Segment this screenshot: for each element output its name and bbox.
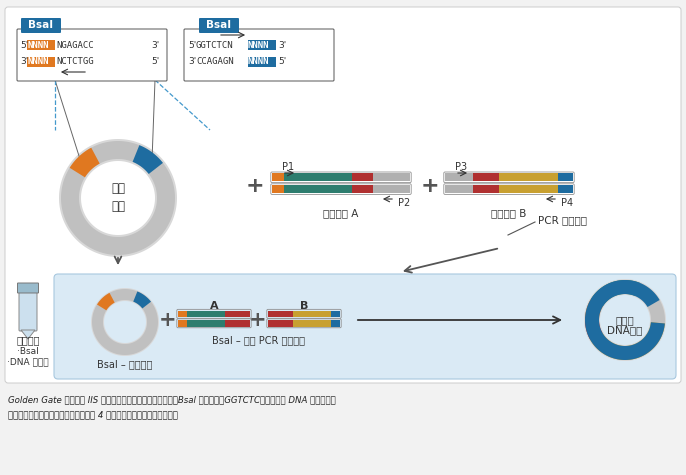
Bar [445,173,473,181]
FancyBboxPatch shape [5,7,681,383]
Text: ·Bsal: ·Bsal [17,347,39,356]
Bar [178,311,187,317]
Text: CCAGAGN: CCAGAGN [196,57,234,67]
FancyBboxPatch shape [184,29,334,81]
Text: A: A [210,301,218,311]
Polygon shape [21,330,35,339]
Bar [473,185,499,193]
Text: B: B [300,301,308,311]
FancyBboxPatch shape [21,18,61,33]
Bar [268,320,293,326]
Bar [248,57,276,67]
Polygon shape [585,280,665,360]
Text: P2: P2 [398,198,410,208]
Text: BsaI: BsaI [206,20,232,30]
Text: BsaI: BsaI [28,20,54,30]
Text: GGTCTCN: GGTCTCN [196,40,234,49]
Text: 3': 3' [152,40,160,49]
Bar [558,173,573,181]
Text: 5': 5' [152,57,160,67]
Text: ·DNA 连接酶: ·DNA 连接酶 [7,357,49,366]
Bar [499,185,558,193]
FancyBboxPatch shape [17,29,167,81]
Bar [272,173,285,181]
Polygon shape [585,299,603,318]
Text: NNNN: NNNN [27,57,49,67]
Text: 3': 3' [278,40,286,49]
Bar [331,320,340,326]
Polygon shape [132,145,163,174]
Bar [352,185,372,193]
Bar [372,185,410,193]
Text: 目标
载体: 目标 载体 [111,182,125,213]
Text: DNA产物: DNA产物 [607,325,643,335]
Text: NCTCTGG: NCTCTGG [56,57,93,67]
Polygon shape [92,289,158,355]
Polygon shape [97,293,115,310]
FancyBboxPatch shape [18,283,38,293]
Bar [473,173,499,181]
Text: P3: P3 [455,162,467,172]
Bar [293,320,331,326]
Bar [331,311,340,317]
Bar [272,185,285,193]
Bar [187,311,225,317]
Text: 然后在识别序列外酶切，每个片段产生 4 碱基突出末端，直接用于组装。: 然后在识别序列外酶切，每个片段产生 4 碱基突出末端，直接用于组装。 [8,410,178,419]
Polygon shape [61,141,175,255]
Text: NNNN: NNNN [248,40,270,49]
Polygon shape [585,280,665,360]
Bar [225,320,250,326]
Bar [285,185,352,193]
FancyBboxPatch shape [19,292,37,331]
FancyBboxPatch shape [199,18,239,33]
Text: 5': 5' [188,40,196,49]
Text: P4: P4 [561,198,573,208]
Bar [27,40,55,50]
Bar [187,320,225,326]
Bar [558,185,573,193]
Polygon shape [59,139,177,257]
Text: BsaI – 酶切载体: BsaI – 酶切载体 [97,359,153,369]
Text: Golden Gate 组装需要 IIS 型内切酶识别位点。如图例所示，Bsal 识别序列（GGTCTC）加在双链 DNA 片段末端。: Golden Gate 组装需要 IIS 型内切酶识别位点。如图例所示，Bsal… [8,395,335,404]
Text: +: + [246,176,264,196]
Text: 插入片段 B: 插入片段 B [491,208,527,218]
Text: +: + [421,176,439,196]
Bar [285,173,352,181]
Bar [445,185,473,193]
Bar [352,173,372,181]
Polygon shape [591,280,640,306]
Bar [178,320,187,326]
Bar [268,311,293,317]
Bar [248,40,276,50]
Text: +: + [159,310,177,330]
Text: 5': 5' [278,57,286,67]
Text: PCR 扩增片段: PCR 扩增片段 [538,215,587,225]
Polygon shape [91,288,159,356]
Text: 3': 3' [20,57,28,67]
Text: 单管反应: 单管反应 [16,335,40,345]
Polygon shape [591,322,665,360]
Text: NGAGACC: NGAGACC [56,40,93,49]
Text: P1: P1 [282,162,294,172]
Bar [499,173,558,181]
Text: 插入片段 A: 插入片段 A [323,208,359,218]
Polygon shape [585,316,602,340]
Bar [225,311,250,317]
Text: 组装的: 组装的 [615,315,635,325]
Polygon shape [133,291,151,308]
Polygon shape [70,148,99,177]
Text: 5': 5' [20,40,28,49]
Text: NNNN: NNNN [27,40,49,49]
Polygon shape [584,279,666,361]
Text: BsaI – 酶切 PCR 扩增片段: BsaI – 酶切 PCR 扩增片段 [213,335,305,345]
FancyBboxPatch shape [54,274,676,379]
Text: +: + [249,310,267,330]
Bar [372,173,410,181]
Text: 3': 3' [188,57,196,67]
Text: NNNN: NNNN [248,57,270,67]
Bar [27,57,55,67]
Bar [293,311,331,317]
